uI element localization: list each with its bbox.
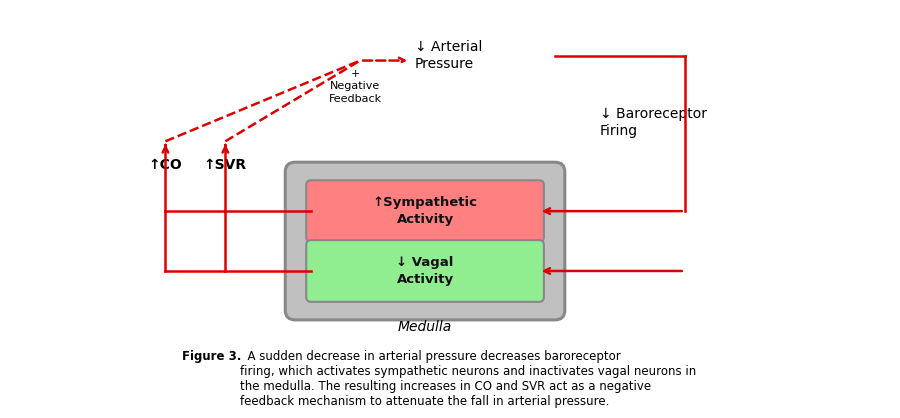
- FancyBboxPatch shape: [306, 180, 544, 242]
- Text: Figure 3.: Figure 3.: [183, 350, 242, 363]
- Text: ↓ Vagal
Activity: ↓ Vagal Activity: [396, 256, 454, 286]
- FancyBboxPatch shape: [306, 240, 544, 302]
- Text: Medulla: Medulla: [398, 320, 452, 334]
- Text: A sudden decrease in arterial pressure decreases baroreceptor
firing, which acti: A sudden decrease in arterial pressure d…: [240, 350, 697, 408]
- Text: ↑SVR: ↑SVR: [203, 158, 247, 172]
- Text: ↑CO: ↑CO: [148, 158, 183, 172]
- Text: ↑Sympathetic
Activity: ↑Sympathetic Activity: [373, 196, 478, 226]
- FancyBboxPatch shape: [285, 162, 565, 320]
- Text: +
Negative
Feedback: + Negative Feedback: [328, 69, 382, 104]
- Text: ↓ Baroreceptor
Firing: ↓ Baroreceptor Firing: [599, 107, 706, 138]
- Text: ↓ Arterial
Pressure: ↓ Arterial Pressure: [415, 40, 482, 71]
